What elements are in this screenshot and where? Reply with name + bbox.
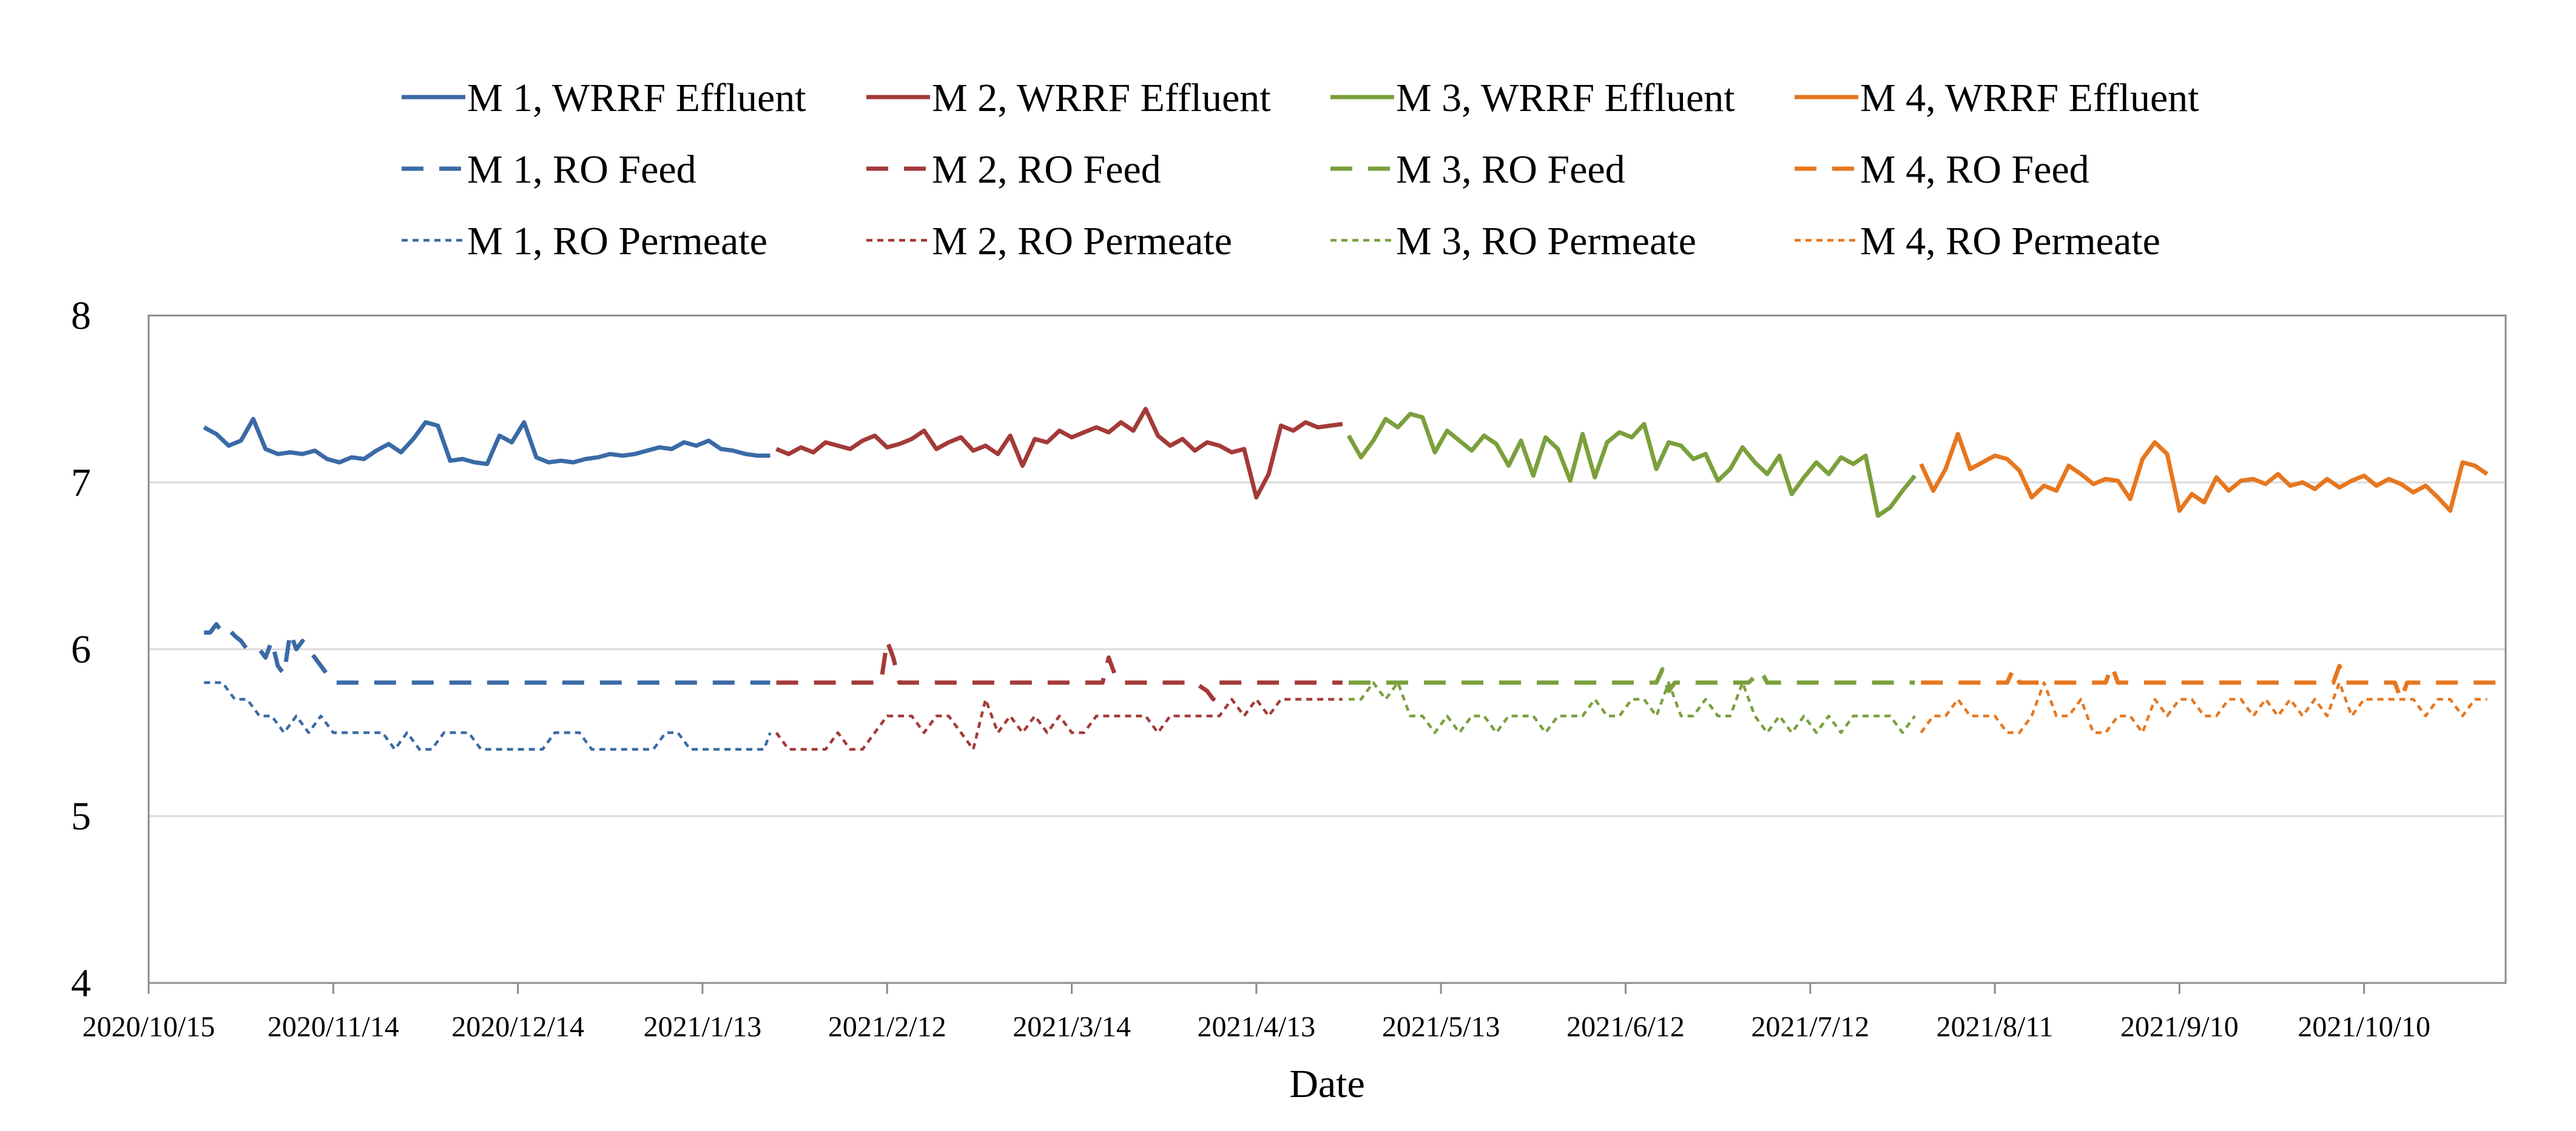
x-tick-label: 2020/11/14 bbox=[268, 1011, 399, 1043]
series-line bbox=[1346, 411, 1917, 518]
series-line bbox=[1921, 664, 2506, 701]
x-tick-label: 2020/10/15 bbox=[83, 1011, 215, 1043]
legend-label: M 1, WRRF Effluent bbox=[467, 76, 806, 120]
series-line bbox=[1919, 431, 2489, 513]
x-tick-label: 2021/8/11 bbox=[1937, 1011, 2054, 1043]
series-line bbox=[775, 698, 1343, 751]
x-tick-label: 2021/3/14 bbox=[1013, 1011, 1131, 1043]
x-tick-label: 2020/12/14 bbox=[451, 1011, 584, 1043]
legend: M 1, WRRF Effluent M 2, WRRF Effluent M 3,… bbox=[402, 76, 2199, 263]
legend-label: M 2, RO Permeate bbox=[932, 219, 1232, 263]
series-line bbox=[1349, 667, 1915, 694]
y-tick-label: 8 bbox=[71, 294, 91, 338]
legend-label: M 4, WRRF Effluent bbox=[1860, 76, 2199, 120]
y-tick-label: 4 bbox=[71, 961, 91, 1005]
series-line bbox=[1349, 681, 1917, 734]
legend-label: M 4, RO Feed bbox=[1860, 147, 2089, 192]
x-tick-label: 2021/10/10 bbox=[2298, 1011, 2430, 1043]
series-line bbox=[204, 622, 770, 685]
x-tick-label: 2021/2/12 bbox=[828, 1011, 946, 1043]
legend-label: M 4, RO Permeate bbox=[1860, 219, 2160, 263]
legend-label: M 1, RO Permeate bbox=[467, 219, 767, 263]
x-tick-label: 2021/4/13 bbox=[1198, 1011, 1316, 1043]
legend-label: M 2, WRRF Effluent bbox=[932, 76, 1271, 120]
legend-label: M 3, WRRF Effluent bbox=[1396, 76, 1735, 120]
legend-label: M 2, RO Feed bbox=[932, 147, 1161, 192]
x-tick-label: 2021/7/12 bbox=[1751, 1011, 1869, 1043]
x-axis: 2020/10/15 2020/11/14 2020/12/14 2021/1/13 2… bbox=[83, 983, 2430, 1043]
legend-label: M 3, RO Feed bbox=[1396, 147, 1625, 192]
x-tick-label: 2021/1/13 bbox=[644, 1011, 762, 1043]
y-tick-label: 6 bbox=[71, 627, 91, 672]
series-line bbox=[776, 638, 1343, 701]
x-tick-label: 2021/9/10 bbox=[2120, 1011, 2239, 1043]
series-line bbox=[775, 407, 1343, 500]
x-tick-label: 2021/5/13 bbox=[1382, 1011, 1500, 1043]
series-lines bbox=[203, 407, 2506, 751]
plot-area-frame bbox=[147, 314, 2507, 984]
y-axis: 4 5 6 7 8 bbox=[71, 294, 91, 1005]
gridlines bbox=[149, 481, 2506, 817]
y-tick-label: 5 bbox=[71, 794, 91, 839]
x-tick-label: 2021/6/12 bbox=[1566, 1011, 1685, 1043]
legend-label: M 1, RO Feed bbox=[467, 147, 696, 192]
series-line bbox=[1920, 681, 2487, 734]
y-tick-label: 7 bbox=[71, 461, 91, 505]
legend-label: M 3, RO Permeate bbox=[1396, 219, 1696, 263]
series-line bbox=[203, 417, 770, 467]
x-axis-title: Date bbox=[1289, 1062, 1365, 1106]
